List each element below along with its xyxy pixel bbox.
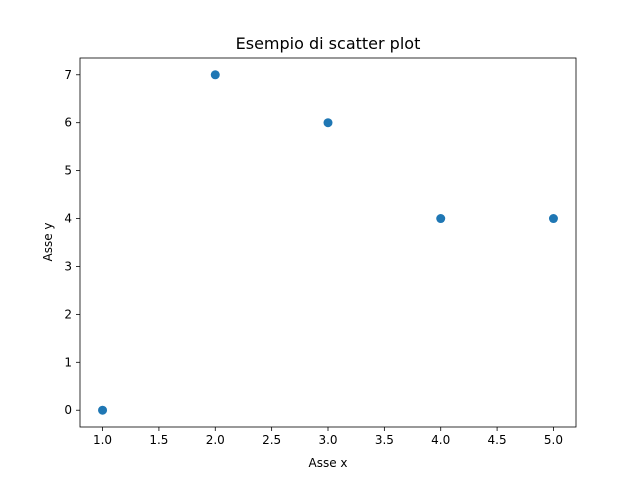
chart-title: Esempio di scatter plot — [236, 34, 421, 53]
x-axis-ticks: 1.0 1.5 2.0 2.5 3.0 3.5 4.0 4.5 5.0 — [93, 427, 563, 447]
y-tick-label: 3 — [64, 259, 72, 273]
y-tick-label: 5 — [64, 164, 72, 178]
x-tick-label: 4.5 — [488, 433, 507, 447]
y-tick-label: 4 — [64, 212, 72, 226]
x-tick-label: 2.5 — [262, 433, 281, 447]
x-tick-label: 1.0 — [93, 433, 112, 447]
data-point — [436, 214, 446, 224]
y-tick-label: 1 — [64, 355, 72, 369]
x-tick-label: 3.5 — [375, 433, 394, 447]
data-point — [210, 70, 220, 80]
data-points — [98, 70, 558, 415]
x-tick-label: 1.5 — [149, 433, 168, 447]
data-point — [98, 405, 108, 415]
x-tick-label: 4.0 — [431, 433, 450, 447]
x-tick-label: 3.0 — [318, 433, 337, 447]
x-tick-label: 5.0 — [544, 433, 563, 447]
data-point — [323, 118, 333, 128]
y-axis-ticks: 0 1 2 3 4 5 6 7 — [64, 68, 80, 417]
y-axis-label: Asse y — [41, 222, 55, 261]
data-point — [548, 214, 558, 224]
x-tick-label: 2.0 — [206, 433, 225, 447]
y-tick-label: 7 — [64, 68, 72, 82]
y-tick-label: 6 — [64, 116, 72, 130]
y-tick-label: 0 — [64, 403, 72, 417]
x-axis-label: Asse x — [308, 456, 347, 470]
y-tick-label: 2 — [64, 307, 72, 321]
